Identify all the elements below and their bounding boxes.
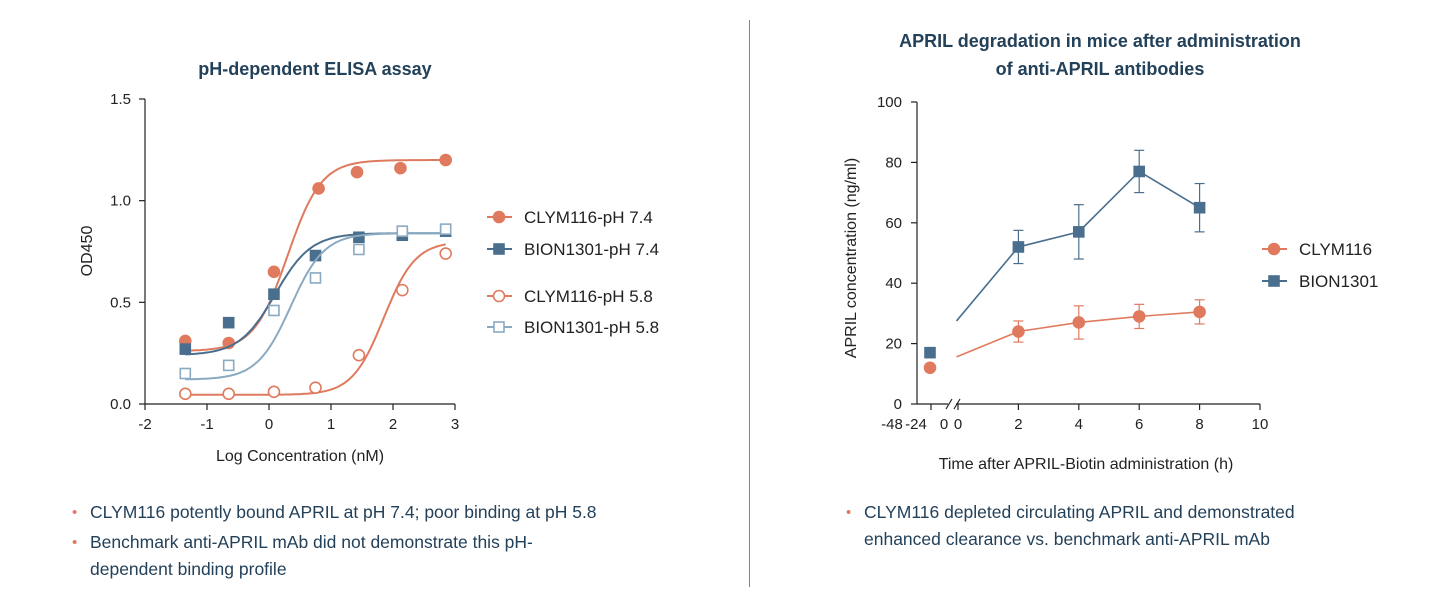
data-point-series-3 [179, 387, 192, 401]
legend-marker [1267, 242, 1281, 256]
legend-marker [492, 289, 506, 303]
x-axis-label: Time after APRIL-Biotin administration (… [939, 456, 1234, 473]
series-line-1 [1018, 311, 1200, 333]
x-tick-label: -1 [200, 416, 213, 433]
legend-label-2: BION1301 [1299, 272, 1378, 291]
y-tick-label: 0 [894, 396, 902, 413]
x-tick-label: 6 [1135, 416, 1143, 433]
right-bullet-list: CLYM116 depleted circulating APRIL and d… [840, 499, 1360, 556]
x-tick-label: 3 [451, 416, 459, 433]
data-point-series-1 [350, 165, 364, 179]
data-point-series-3 [395, 283, 409, 297]
legend-label-1: CLYM116 [1299, 240, 1372, 259]
data-point-series-1 [1072, 316, 1086, 329]
right-bullet-1: CLYM116 depleted circulating APRIL and d… [840, 499, 1360, 553]
x-tick-label: 0 [265, 416, 273, 433]
x-tick-label: 10 [1252, 416, 1269, 433]
data-point-series-1 [394, 161, 407, 175]
data-point-series-1 [1012, 325, 1025, 338]
y-tick-label: 1.0 [110, 193, 131, 210]
data-point-series-2 [268, 288, 280, 301]
legend-label-4: BION1301-pH 5.8 [524, 318, 659, 337]
series-line-1 [956, 330, 1019, 358]
legend-marker [492, 210, 506, 224]
data-point-series-3 [352, 348, 366, 362]
left-bullet-2: Benchmark anti-APRIL mAb did not demonst… [66, 529, 560, 583]
data-point-series-2 [1193, 201, 1206, 214]
data-point-series-2 [1133, 165, 1145, 178]
legend-marker [493, 321, 505, 333]
legend-label-2: BION1301-pH 7.4 [524, 240, 659, 259]
x-tick-label: 2 [389, 416, 397, 433]
y-tick-label: 60 [885, 215, 902, 232]
data-point-series-4 [309, 272, 322, 284]
axis-break-mark [945, 398, 953, 410]
y-tick-label: 20 [885, 336, 902, 353]
data-point-series-2 [179, 343, 192, 355]
x-tick-label-pre: 0 [940, 416, 948, 433]
x-tick-label: 2 [1014, 416, 1022, 433]
left-bullet-1: CLYM116 potently bound APRIL at pH 7.4; … [66, 499, 666, 526]
legend-marker [493, 243, 505, 255]
data-point-series-3 [222, 387, 235, 401]
data-point-series-3 [309, 381, 322, 395]
data-point-series-1 [1132, 310, 1146, 323]
panel-divider [749, 20, 750, 587]
y-tick-label: 100 [877, 94, 902, 111]
data-point-series-1 [1193, 305, 1206, 319]
x-tick-label: 0 [954, 416, 962, 433]
data-point-series-4 [439, 223, 452, 235]
elisa-chart: 0.0 0.5 1.0 1.5 -2 -1 0 1 2 3 Log Concentration (n… [79, 91, 659, 465]
x-tick-label-pre: -24 [905, 416, 927, 433]
data-point-series-4 [222, 359, 235, 372]
data-point-series-4 [353, 243, 365, 256]
data-point-series-3 [267, 385, 281, 399]
legend-label-3: CLYM116-pH 5.8 [524, 287, 653, 306]
axis-break-mark [953, 398, 961, 410]
series-line-2 [1018, 170, 1201, 248]
y-axis-label: APRIL concentration (ng/ml) [843, 158, 860, 358]
left-bullet-list: CLYM116 potently bound APRIL at pH 7.4; … [66, 499, 666, 586]
data-point-series-2 [1012, 241, 1025, 253]
y-tick-label: 80 [885, 154, 902, 171]
x-tick-label: -2 [138, 416, 151, 433]
data-point-series-1 [439, 153, 453, 167]
data-point-series-1 [267, 265, 281, 279]
x-axis-label: Log Concentration (nM) [216, 448, 384, 465]
data-point-series-4 [179, 367, 192, 380]
legend-marker [1268, 275, 1280, 287]
data-point-series-1 [312, 182, 325, 195]
x-tick-label: 4 [1075, 416, 1083, 433]
series-line-2 [955, 246, 1020, 322]
y-axis-label: OD450 [79, 226, 96, 277]
data-point-series-2 [222, 316, 235, 329]
april-chart-title: APRIL degradation in mice after administ… [899, 31, 1301, 79]
data-point-series-2 [1073, 226, 1085, 238]
y-tick-label: 0.5 [110, 294, 131, 311]
data-point-series-3 [439, 247, 453, 260]
x-tick-label: 1 [327, 416, 335, 433]
baseline-point-series-1 [923, 361, 937, 375]
x-tick-label: 8 [1195, 416, 1203, 433]
y-tick-label: 1.5 [110, 91, 131, 108]
x-tick-label-pre: -48 [881, 416, 903, 433]
data-point-series-4 [268, 304, 280, 317]
legend-label-1: CLYM116-pH 7.4 [524, 208, 653, 227]
elisa-chart-title: pH-dependent ELISA assay [198, 59, 432, 79]
data-point-series-4 [396, 225, 409, 237]
y-tick-label: 40 [885, 275, 902, 292]
baseline-point-series-2 [924, 346, 936, 359]
y-tick-label: 0.0 [110, 396, 131, 413]
